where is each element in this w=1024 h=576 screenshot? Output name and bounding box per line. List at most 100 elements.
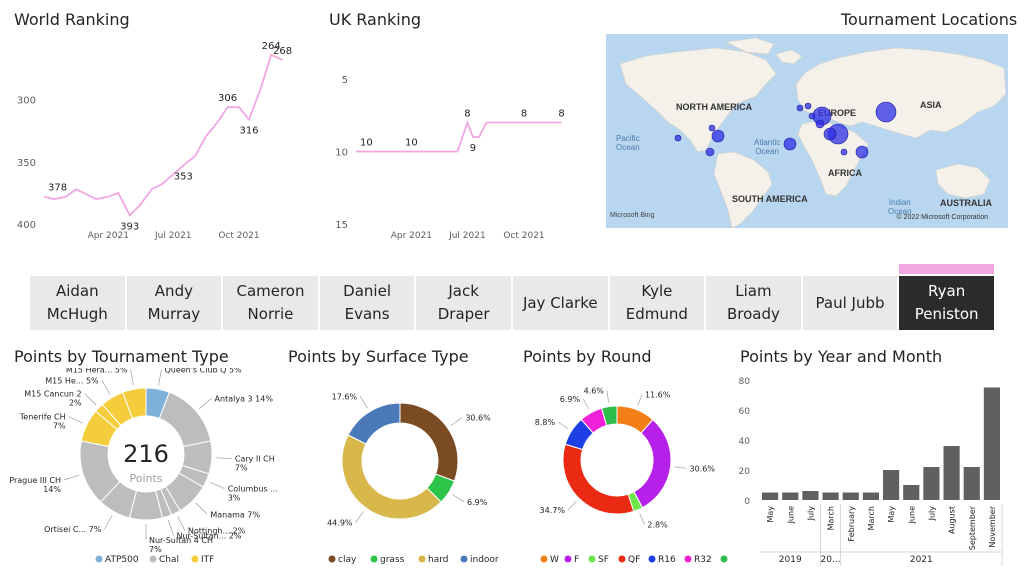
- world-ranking-chart[interactable]: 300 350 400 Apr 2021 Jul 2021 Oct 2021 378 393 3…: [0, 32, 320, 248]
- map-bubble[interactable]: [796, 104, 804, 112]
- data-label: 8: [521, 109, 527, 120]
- map-bubble[interactable]: [808, 112, 816, 120]
- x-tick-label: May: [887, 506, 896, 523]
- map-label-south-america: SOUTH AMERICA: [732, 194, 808, 204]
- player-button-paul-jubb[interactable]: Paul Jubb: [802, 276, 898, 330]
- y-tick-label: 20: [739, 467, 751, 477]
- slice-label: Ortisei C... 7%: [44, 525, 102, 534]
- slice-label: Manama 7%: [210, 510, 260, 519]
- bar: [883, 470, 900, 500]
- y-tick-label: 350: [17, 158, 36, 169]
- slice-label: 4.6%: [584, 387, 605, 396]
- leader-line: [557, 421, 569, 429]
- data-label: 8: [558, 109, 564, 120]
- slice-label: Nur-Sultan... 2%: [176, 531, 241, 540]
- x-tick-label: Apr 2021: [391, 231, 432, 241]
- slice-label-line: 8.8%: [535, 418, 556, 427]
- round-donut[interactable]: 11.6% 30.6% 2.8% 34.7% 8.8% 6.9%4.6% W F SF QF R16…: [520, 368, 730, 576]
- player-button-kyle-edmund[interactable]: Kyle Edmund: [609, 276, 705, 330]
- player-button-andy-murray[interactable]: Andy Murray: [126, 276, 222, 330]
- tournament-map[interactable]: NORTH AMERICA EUROPE ASIA AFRICA SOUTH A…: [606, 34, 1008, 228]
- data-label: 393: [120, 221, 139, 232]
- leader-line: [84, 393, 97, 406]
- player-button-ryan-peniston[interactable]: Ryan Peniston: [899, 276, 994, 330]
- year-month-bar-chart[interactable]: 0 20 40 60 80 May June July March February March Ma…: [730, 368, 1024, 576]
- uk-ranking-chart[interactable]: 5 10 15 Apr 2021 Jul 2021 Oct 2021 10 10 8 9 8 8: [320, 32, 600, 248]
- slice-label: 34.7%: [540, 506, 566, 515]
- player-name-line2: Evans: [344, 305, 390, 323]
- slice-label-line: Columbus ...: [228, 485, 278, 494]
- slice-label: 11.6%: [645, 391, 671, 400]
- y-tick-label: 300: [17, 96, 36, 107]
- player-button-jay-clarke[interactable]: Jay Clarke: [512, 276, 608, 330]
- map-bubble[interactable]: [711, 129, 725, 143]
- x-tick-label: Oct 2021: [503, 231, 544, 241]
- player-button-cameron-norrie[interactable]: Cameron Norrie: [223, 276, 318, 330]
- donut-slice: [600, 405, 618, 427]
- map-bubble[interactable]: [823, 127, 837, 141]
- leader-line: [104, 515, 113, 530]
- leader-line: [215, 457, 232, 460]
- slice-label-line: 7%: [53, 421, 66, 430]
- slice-label: Prague III CH 14%: [9, 476, 61, 494]
- data-label: 378: [48, 183, 67, 194]
- slice-label-line: 6.9%: [560, 395, 581, 404]
- map-label-africa: AFRICA: [828, 168, 862, 178]
- slice-label-line: Nur-Sultan 4 CH: [149, 536, 213, 545]
- player-button-jack-draper[interactable]: Jack Draper: [416, 276, 511, 330]
- y-tick-label: 0: [744, 497, 750, 507]
- y-tick-label: 5: [342, 75, 348, 86]
- data-label: 10: [360, 138, 373, 149]
- map-bubble[interactable]: [783, 137, 797, 151]
- legend-marker: [418, 555, 426, 563]
- slice-label: 17.6%: [332, 392, 358, 401]
- player-name-line2: McHugh: [46, 305, 108, 323]
- map-label-pacific: Pacific Ocean: [616, 134, 640, 152]
- leader-line: [606, 390, 609, 403]
- slice-label-line: 44.9%: [327, 519, 353, 528]
- tournament-bubbles[interactable]: [606, 34, 1008, 228]
- player-button-liam-broady[interactable]: Liam Broady: [706, 276, 801, 330]
- map-bubble[interactable]: [875, 101, 897, 123]
- data-label: 316: [239, 126, 258, 137]
- slice-label-line: 30.6%: [690, 464, 716, 473]
- map-bubble[interactable]: [674, 134, 682, 142]
- slice-label-line: Antalya 3 14%: [215, 394, 274, 403]
- x-tick-label: November: [988, 505, 997, 547]
- map-label-asia: ASIA: [920, 100, 942, 110]
- player-name-line1: Aidan: [55, 282, 99, 300]
- legend-label: clay: [338, 555, 357, 565]
- legend-label: hard: [428, 555, 448, 565]
- data-label: 306: [218, 93, 237, 104]
- player-name-line2: Edmund: [625, 305, 688, 323]
- slice-label: Antalya 3 14%: [215, 394, 274, 403]
- slice-label-line: 11.6%: [645, 391, 671, 400]
- slice-label-line: 4.6%: [584, 387, 605, 396]
- player-button-daniel-evans[interactable]: Daniel Evans: [319, 276, 415, 330]
- slice-label-line: Cary II CH: [235, 455, 275, 464]
- leader-line: [452, 494, 465, 503]
- leader-line: [209, 481, 225, 490]
- x-tick-label: September: [968, 505, 977, 550]
- slice-label: M15 He... 5%: [45, 376, 99, 385]
- x-tick-label: May: [766, 506, 775, 523]
- data-label: 8: [464, 109, 470, 120]
- legend-label: F: [574, 555, 579, 565]
- map-bubble[interactable]: [804, 102, 812, 110]
- tournament-type-donut[interactable]: Queen's Club Q 5% Antalya 3 14% Cary II CH…: [0, 368, 280, 576]
- map-bubble[interactable]: [705, 147, 715, 157]
- map-bubble[interactable]: [840, 148, 848, 156]
- player-button-aidan-mchugh[interactable]: Aidan McHugh: [30, 276, 125, 330]
- uk-ranking-title: UK Ranking: [329, 10, 422, 29]
- data-label: 9: [470, 143, 476, 154]
- surface-type-donut[interactable]: 30.6% 6.9% 44.9% 17.6% clay grass hard indoor: [280, 368, 520, 576]
- map-bubble[interactable]: [708, 124, 716, 132]
- map-bubble[interactable]: [815, 119, 825, 129]
- player-slicer[interactable]: Aidan McHugh Andy Murray Cameron Norrie Dan…: [30, 276, 994, 330]
- slice-label-line: 30.6%: [465, 413, 491, 422]
- legend-label: R32: [694, 555, 712, 565]
- slice-label: 6.9%: [467, 498, 488, 507]
- slice-label-line: 17.6%: [332, 392, 358, 401]
- map-bubble[interactable]: [855, 145, 869, 159]
- x-tick-label: Jul 2021: [154, 231, 192, 241]
